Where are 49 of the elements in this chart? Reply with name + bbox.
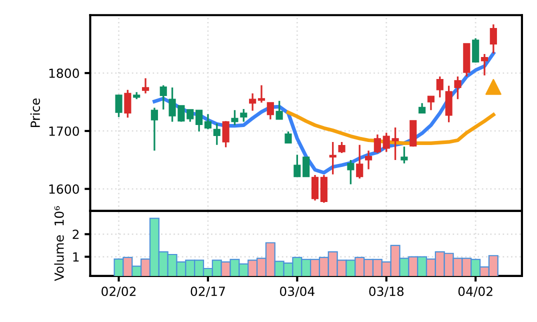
x-tick-label: 03/04	[280, 286, 314, 298]
candlestick	[490, 24, 497, 54]
x-tick-label: 02/17	[190, 286, 225, 298]
x-tick-label: 04/02	[458, 286, 492, 298]
y-tick-label: 1600	[49, 184, 79, 194]
y-axis-title: Volume 10⁶	[54, 206, 64, 282]
candlestick	[454, 76, 462, 100]
y-tick-label: 1	[73, 252, 79, 262]
candlestick	[382, 132, 390, 153]
y-tick-label: 1700	[49, 126, 79, 136]
candlestick	[186, 108, 194, 123]
candlestick	[258, 84, 266, 104]
x-tick-label: 03/18	[369, 286, 404, 298]
candlestick	[347, 159, 354, 186]
candlestick	[249, 92, 256, 112]
candlestick	[276, 100, 283, 120]
candlestick	[284, 130, 292, 144]
y-tick-label: 1800	[49, 68, 79, 78]
x-tick-label: 02/02	[102, 286, 136, 298]
candlestick	[472, 37, 480, 64]
candlestick	[196, 109, 203, 132]
candlestick	[480, 53, 488, 76]
candlestick	[329, 141, 336, 176]
candlestick	[445, 84, 452, 124]
candlestick	[240, 108, 248, 123]
candlestick	[222, 120, 230, 148]
candlestick	[150, 106, 158, 152]
candlestick	[142, 77, 150, 94]
y-tick-label: 2	[72, 230, 79, 239]
candlestick	[400, 146, 408, 164]
candlestick	[115, 94, 122, 118]
candlestick	[204, 113, 212, 130]
candlestick	[213, 122, 220, 146]
candlestick	[418, 102, 426, 114]
candlestick	[427, 95, 435, 111]
candlestick	[302, 156, 310, 178]
candlestick	[374, 134, 381, 154]
candlestick	[266, 102, 274, 120]
y-axis-title: Price	[30, 98, 40, 128]
candlestick	[338, 141, 346, 154]
candlestick	[160, 84, 167, 110]
candlestick	[364, 150, 372, 170]
candlestick	[231, 109, 238, 126]
candlestick	[294, 154, 301, 178]
candlestick	[436, 76, 444, 98]
candlestick	[392, 126, 399, 161]
candlestick	[356, 144, 364, 180]
candlestick	[311, 174, 319, 202]
candlestick	[124, 89, 132, 118]
